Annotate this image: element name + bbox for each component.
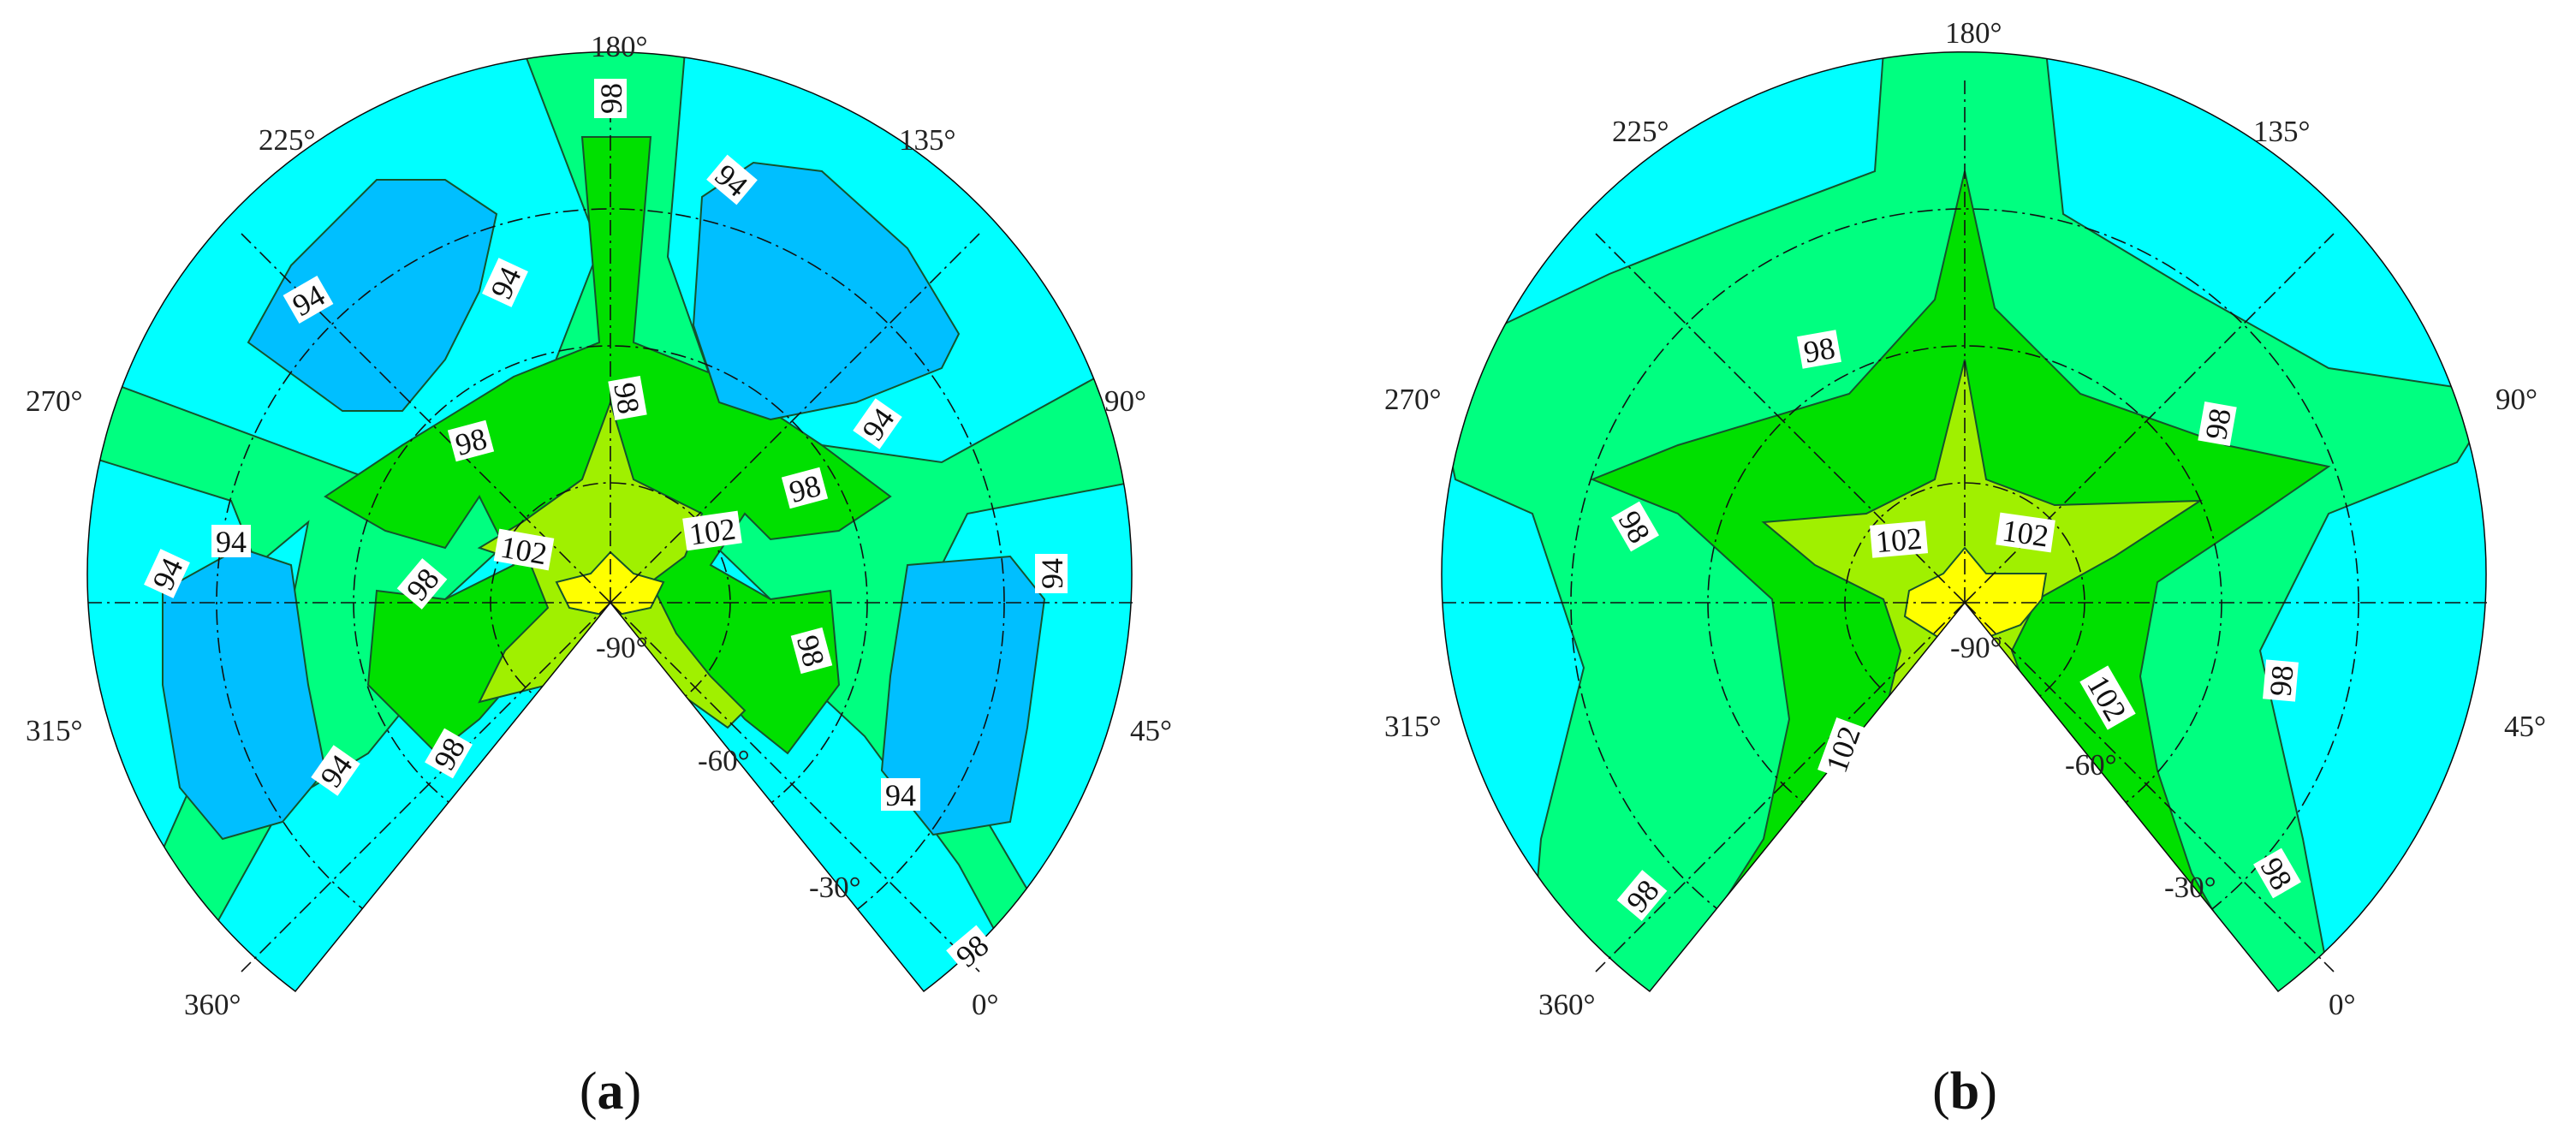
contour-label: 98 [1797,330,1841,370]
panel-a-angle-0: 0° [972,988,999,1021]
panel-b-angle-0: 0° [2329,988,2356,1021]
contour-label-text: 102 [2000,513,2050,553]
panel-a-low-4 [880,555,1046,836]
contour-label-text: 102 [687,511,738,551]
panel-b-contour-fill [1442,51,2486,991]
panel-b-elev-90: -90° [1950,631,2002,664]
contour-label: 102 [1996,512,2055,554]
panel-b-elev-60: -60° [2065,748,2117,782]
panel-a-low-1 [247,179,498,412]
panel-b-outline [1441,51,2487,993]
panel-a-angle-45: 45° [1130,714,1172,747]
panel-b: 180° 135° 90° 45° 0° 225° 270° 315° 360°… [1384,16,2546,1121]
panel-b-angle-135: 135° [2253,115,2311,148]
panel-a-angle-315: 315° [26,714,83,747]
contour-label: 102 [1869,520,1929,560]
contour-label-text: 94 [216,525,247,559]
contour-label: 98 [2263,659,2300,702]
contour-label-text: 94 [1035,558,1069,589]
contour-label-text: 98 [607,380,646,416]
contour-label: 102 [493,528,555,572]
panel-b-angle-315: 315° [1384,710,1442,743]
contour-label-text: 98 [2264,663,2300,697]
panel-a-grid [88,80,1133,991]
contour-label-text: 102 [1874,521,1923,560]
panel-a: 180° 135° 90° 45° 0° 225° 270° 315° 360°… [26,30,1172,1121]
panel-b-angle-labels: 180° 135° 90° 45° 0° 225° 270° 315° 360°… [1384,16,2546,1021]
panel-b-contour-labels: 98 98 98 102 102 98 102 98 102 98 [1611,330,2301,921]
panel-a-elev-30: -30° [809,871,861,904]
contour-label-text: 94 [885,778,916,812]
panel-a-angle-labels: 180° 135° 90° 45° 0° 225° 270° 315° 360°… [26,30,1172,1021]
panel-a-elev-90: -90° [596,631,648,664]
contour-label: 98 [790,627,833,675]
panel-b-angle-45: 45° [2504,710,2546,743]
contour-label-text: 98 [2198,406,2238,442]
contour-label: 98 [2198,402,2238,446]
contour-label-text: 98 [594,83,628,114]
contour-label: 98 [607,376,647,420]
panel-a-angle-270: 270° [26,384,83,418]
contour-label: 102 [682,510,742,552]
panel-a-angle-225: 225° [259,123,316,157]
contour-label: 94 [1035,554,1069,593]
contour-label: 98 [447,419,495,462]
contour-label-text: 102 [498,530,550,572]
panel-b-angle-180: 180° [1945,16,2002,50]
panel-b-angle-225: 225° [1612,115,1669,148]
panel-a-elev-60: -60° [698,744,750,777]
panel-a-contour-fill [86,51,1132,991]
contour-label: 94 [881,778,920,812]
contour-label: 98 [781,467,829,509]
panel-a-angle-90: 90° [1104,384,1146,418]
panel-a-low-3 [162,546,327,841]
panel-b-angle-360: 360° [1538,988,1596,1021]
contour-label: 94 [211,525,251,559]
panel-b-angle-270: 270° [1384,383,1442,416]
panel-b-label: (b) [1932,1062,1997,1121]
contour-label: 98 [594,79,628,118]
panel-a-low-2 [692,161,961,421]
panel-a-label: (a) [580,1062,641,1121]
panel-b-elev-30: -30° [2164,871,2216,904]
panel-a-angle-135: 135° [899,123,956,157]
panel-a-outline [86,51,1133,993]
panel-b-angle-90: 90° [2496,383,2537,416]
panel-a-angle-180: 180° [591,30,648,63]
panel-a-angle-360: 360° [184,988,241,1021]
contour-label-text: 98 [1801,330,1837,370]
